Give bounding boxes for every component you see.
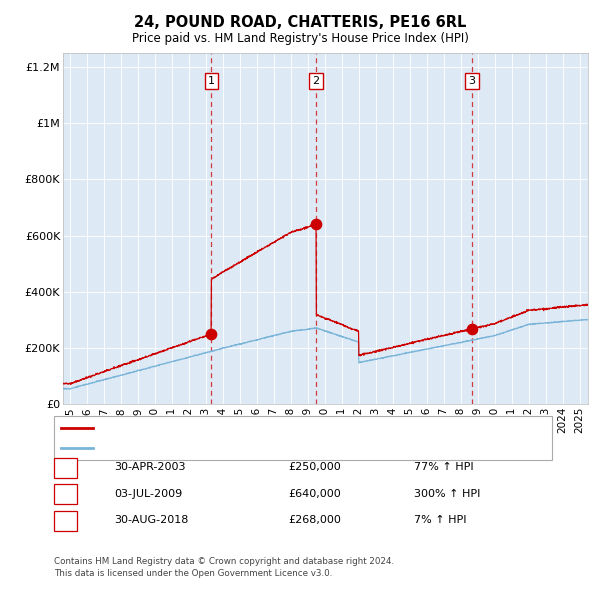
Point bbox=[206, 329, 216, 339]
Text: 2: 2 bbox=[313, 76, 320, 86]
Text: 300% ↑ HPI: 300% ↑ HPI bbox=[414, 489, 481, 499]
Text: £640,000: £640,000 bbox=[288, 489, 341, 499]
Text: 24, POUND ROAD, CHATTERIS, PE16 6RL (detached house): 24, POUND ROAD, CHATTERIS, PE16 6RL (det… bbox=[99, 423, 420, 432]
Text: 7% ↑ HPI: 7% ↑ HPI bbox=[414, 516, 467, 525]
Text: £250,000: £250,000 bbox=[288, 463, 341, 472]
Text: 2: 2 bbox=[62, 489, 69, 499]
Text: 30-AUG-2018: 30-AUG-2018 bbox=[114, 516, 188, 525]
Text: 1: 1 bbox=[62, 463, 69, 472]
Point bbox=[467, 324, 477, 333]
Text: 3: 3 bbox=[62, 516, 69, 525]
Text: This data is licensed under the Open Government Licence v3.0.: This data is licensed under the Open Gov… bbox=[54, 569, 332, 578]
Text: Contains HM Land Registry data © Crown copyright and database right 2024.: Contains HM Land Registry data © Crown c… bbox=[54, 557, 394, 566]
Text: 24, POUND ROAD, CHATTERIS, PE16 6RL: 24, POUND ROAD, CHATTERIS, PE16 6RL bbox=[134, 15, 466, 30]
Text: Price paid vs. HM Land Registry's House Price Index (HPI): Price paid vs. HM Land Registry's House … bbox=[131, 32, 469, 45]
Text: 03-JUL-2009: 03-JUL-2009 bbox=[114, 489, 182, 499]
Text: 3: 3 bbox=[469, 76, 475, 86]
Text: £268,000: £268,000 bbox=[288, 516, 341, 525]
Text: 1: 1 bbox=[208, 76, 215, 86]
Text: 77% ↑ HPI: 77% ↑ HPI bbox=[414, 463, 473, 472]
Point bbox=[311, 219, 321, 229]
Text: 30-APR-2003: 30-APR-2003 bbox=[114, 463, 185, 472]
Text: HPI: Average price, detached house, Fenland: HPI: Average price, detached house, Fenl… bbox=[99, 444, 344, 453]
